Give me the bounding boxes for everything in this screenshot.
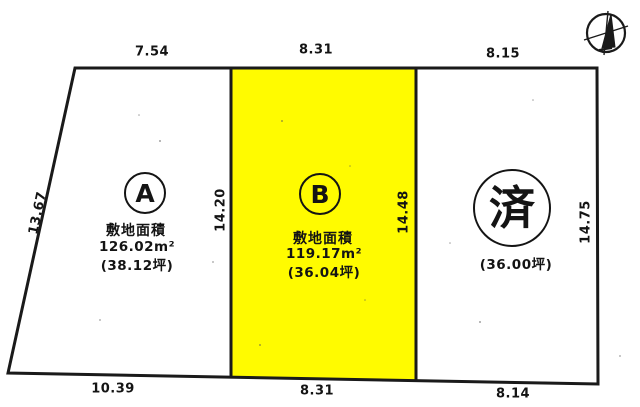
dim-bottom-lot-b: 8.31	[299, 383, 335, 399]
lot-a-badge: A	[124, 172, 166, 214]
dim-bottom-lot-c: 8.14	[495, 386, 531, 402]
lot-b-badge: B	[299, 173, 341, 215]
lot-a-area-sqm: 126.02m²	[98, 239, 176, 255]
scan-speckles	[99, 99, 621, 357]
parcel-boundary	[6, 66, 600, 386]
lot-c-sold-badge: 済	[473, 169, 551, 247]
dim-top-lot-c: 8.15	[485, 46, 521, 62]
dim-right-edge: 14.75	[578, 200, 594, 244]
lot-b-area-title: 敷地面積	[293, 231, 353, 247]
dim-top-lot-b: 8.31	[298, 42, 334, 58]
lot-c-sold-label: 済	[489, 181, 535, 235]
lot-b-area-tsubo: (36.04坪)	[287, 265, 361, 281]
lot-a-area-tsubo: (38.12坪)	[100, 258, 174, 274]
lot-b-highlight	[231, 68, 416, 381]
lot-a-area-title: 敷地面積	[106, 223, 166, 239]
lot-b-area-sqm: 119.17m²	[285, 246, 363, 262]
north-compass-icon	[583, 10, 629, 56]
dim-top-lot-a: 7.54	[134, 44, 170, 60]
lot-c-area-tsubo: (36.00坪)	[479, 257, 553, 273]
dim-divider-bc: 14.48	[396, 190, 412, 234]
lot-a-badge-label: A	[135, 178, 155, 208]
dim-bottom-lot-a: 10.39	[91, 381, 135, 397]
lot-b-badge-label: B	[310, 179, 330, 209]
dim-divider-ab: 14.20	[213, 188, 229, 232]
